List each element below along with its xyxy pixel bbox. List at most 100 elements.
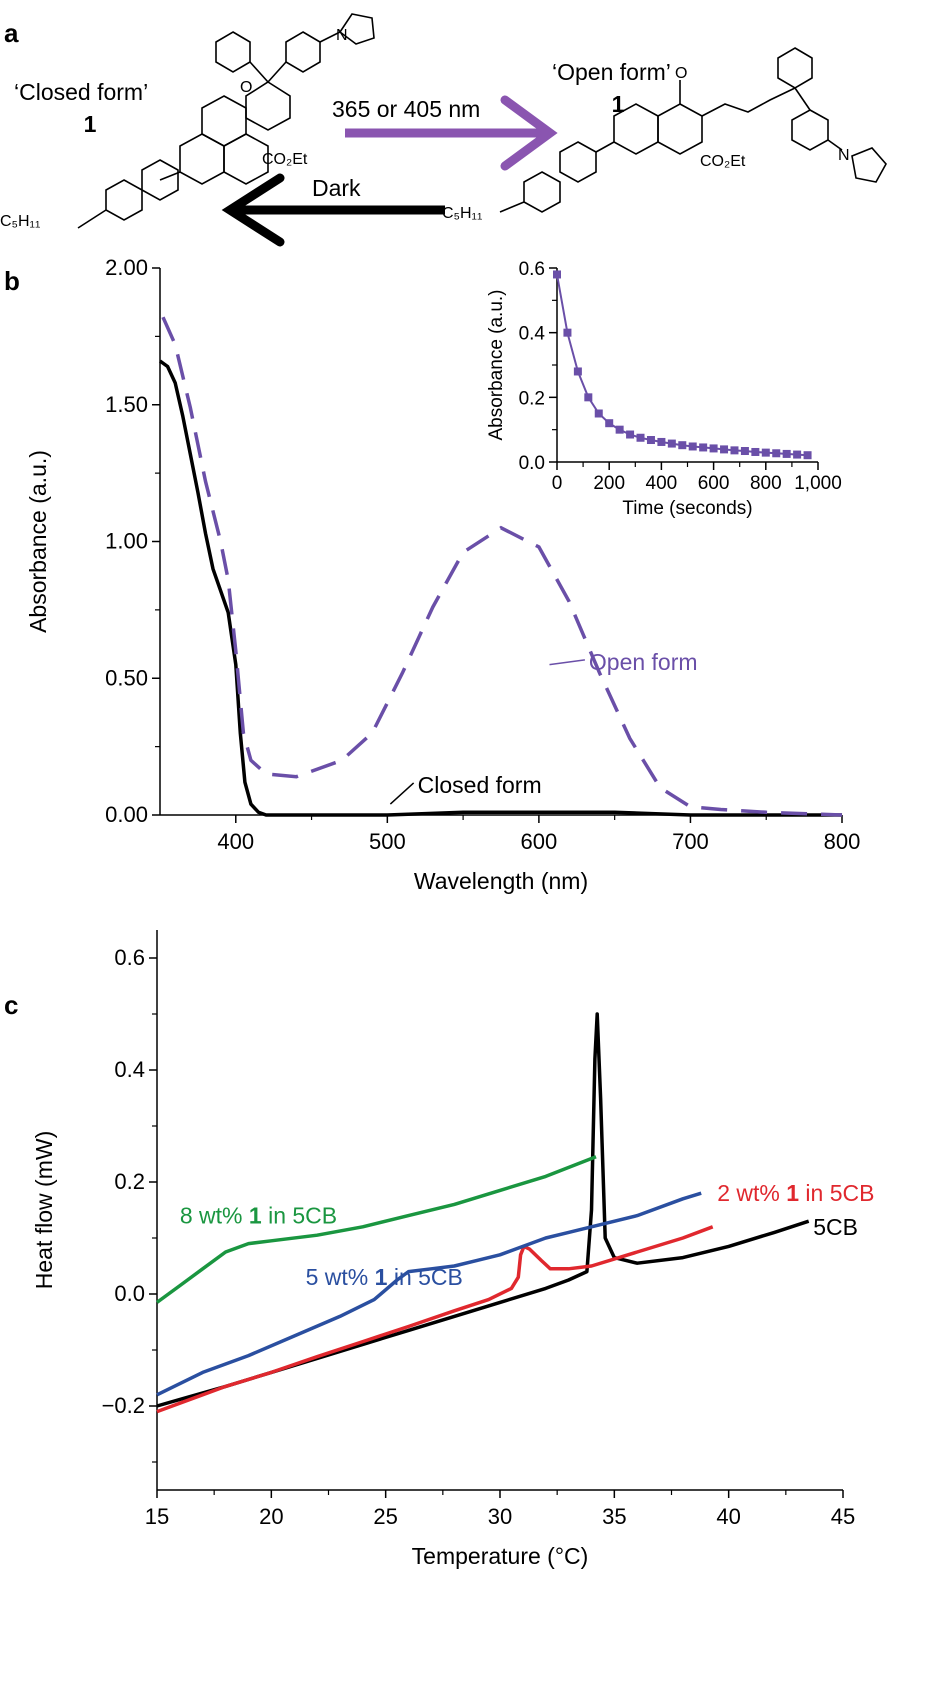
x-tick-label: 0 bbox=[552, 473, 563, 494]
inset-data-point bbox=[720, 445, 729, 454]
inset-data-point bbox=[740, 447, 749, 456]
forward-arrow-label: 365 or 405 nm bbox=[332, 96, 480, 122]
y-tick-label: −0.2 bbox=[102, 1393, 145, 1418]
inset-data-point bbox=[772, 449, 781, 458]
closed-form-structure: N O CO₂Et C₅H₁₁ bbox=[0, 13, 375, 230]
series-label-part: in 5CB bbox=[262, 1203, 337, 1229]
reverse-arrow bbox=[221, 173, 445, 247]
inset-data-point bbox=[605, 419, 614, 428]
series-label: Open form bbox=[589, 649, 698, 675]
series-line-5wt-1-in-5cb bbox=[156, 1191, 702, 1397]
series-line-5cb bbox=[156, 1012, 810, 1408]
annotation-leader bbox=[549, 659, 586, 666]
series-line-2wt-1-in-5cb bbox=[156, 1225, 714, 1414]
y-tick-label: 0.6 bbox=[519, 259, 545, 280]
inset-data-point bbox=[688, 442, 697, 451]
forward-arrow bbox=[345, 95, 558, 171]
inset-data-point bbox=[594, 409, 603, 418]
x-tick-label: 45 bbox=[831, 1504, 855, 1529]
series-label-part: in 5CB bbox=[799, 1180, 874, 1206]
panel-letter-b: b bbox=[4, 266, 20, 296]
inset-data-point bbox=[573, 367, 582, 376]
series-label-part: 5CB bbox=[813, 1214, 858, 1240]
inset-data-point bbox=[699, 443, 708, 452]
series-line-closed-form bbox=[158, 359, 842, 817]
open-form-number: 1 bbox=[612, 91, 625, 117]
inset-data-point bbox=[657, 437, 666, 446]
x-tick-label: 500 bbox=[369, 829, 406, 854]
closed-form-alkyl: C₅H₁₁ bbox=[0, 213, 40, 230]
x-tick-label: 700 bbox=[672, 829, 709, 854]
chart-decay-inset: 0.0 0.2 0.4 0.6 0 200 400 600 800 1,000 Time (seco… bbox=[486, 259, 842, 519]
open-form-structure: O CO₂Et N C₅H₁₁ bbox=[442, 47, 887, 222]
open-form-o: O bbox=[675, 65, 687, 82]
series-label-bold: 1 bbox=[786, 1180, 799, 1206]
open-form-n: N bbox=[838, 147, 850, 164]
y-tick-label: 0.00 bbox=[105, 802, 148, 827]
series-label: 5 wt% 1 in 5CB bbox=[306, 1264, 463, 1290]
x-tick-label: 25 bbox=[373, 1504, 397, 1529]
x-tick-label: 800 bbox=[750, 473, 782, 494]
inset-data-point bbox=[678, 441, 687, 450]
panel-c: c −0.2 0.0 0.2 0.4 0.6 15 20 25 30 35 40 45 Temperat… bbox=[4, 930, 874, 1569]
open-form-alkyl: C₅H₁₁ bbox=[442, 205, 482, 222]
closed-form-number: 1 bbox=[84, 111, 97, 137]
closed-form-o: O bbox=[240, 79, 252, 96]
series-label-part: 8 wt% bbox=[180, 1203, 249, 1229]
series-label-part: 5 wt% bbox=[306, 1264, 375, 1290]
series-label-bold: 1 bbox=[375, 1264, 388, 1290]
annotation-leader bbox=[389, 782, 415, 805]
y-tick-label: 0.4 bbox=[519, 324, 546, 345]
x-tick-label: 800 bbox=[824, 829, 861, 854]
inset-data-point bbox=[584, 393, 593, 402]
x-tick-label: 400 bbox=[646, 473, 678, 494]
inset-data-point bbox=[636, 433, 645, 442]
series-label-part: in 5CB bbox=[387, 1264, 462, 1290]
inset-data-point bbox=[803, 451, 812, 460]
y-tick-label: 1.50 bbox=[105, 392, 148, 417]
y-axis-label: Absorbance (a.u.) bbox=[25, 450, 51, 633]
closed-form-label: ‘Closed form’ bbox=[14, 79, 148, 105]
series-label: 5CB bbox=[813, 1214, 858, 1240]
x-tick-label: 1,000 bbox=[794, 473, 842, 494]
series-line-8wt-1-in-5cb bbox=[155, 1155, 597, 1304]
inset-data-point bbox=[793, 450, 802, 459]
inset-data-point bbox=[709, 444, 718, 453]
x-tick-label: 40 bbox=[716, 1504, 740, 1529]
inset-data-point bbox=[761, 448, 770, 457]
y-tick-label: 0.0 bbox=[519, 453, 545, 474]
open-form-label: ‘Open form’ bbox=[552, 59, 671, 85]
inset-data-point bbox=[667, 439, 676, 448]
series-line-open-form bbox=[161, 316, 843, 817]
inset-data-point bbox=[751, 447, 760, 456]
x-tick-label: 400 bbox=[217, 829, 254, 854]
series-label: 8 wt% 1 in 5CB bbox=[180, 1203, 337, 1229]
inset-data-point bbox=[782, 449, 791, 458]
closed-form-ester: CO₂Et bbox=[262, 151, 308, 168]
x-tick-label: 35 bbox=[602, 1504, 626, 1529]
series-label-bold: 1 bbox=[249, 1203, 262, 1229]
panel-letter-c: c bbox=[4, 990, 18, 1020]
inset-data-point bbox=[730, 446, 739, 455]
x-tick-label: 600 bbox=[521, 829, 558, 854]
inset-data-point bbox=[626, 430, 635, 439]
x-axis-label: Time (seconds) bbox=[622, 498, 752, 519]
chart-heat-flow: −0.2 0.0 0.2 0.4 0.6 15 20 25 30 35 40 45 Temperatur… bbox=[31, 930, 874, 1569]
x-axis-label: Temperature (°C) bbox=[412, 1543, 589, 1569]
y-axis-label: Absorbance (a.u.) bbox=[486, 289, 507, 440]
x-tick-label: 600 bbox=[698, 473, 730, 494]
inset-data-point bbox=[646, 436, 655, 445]
inset-data-point bbox=[553, 270, 561, 279]
open-form-ester: CO₂Et bbox=[700, 153, 746, 170]
y-tick-label: 0.2 bbox=[114, 1169, 145, 1194]
y-tick-label: 0.4 bbox=[114, 1057, 145, 1082]
closed-form-n: N bbox=[336, 27, 348, 44]
inset-data-point bbox=[615, 425, 624, 434]
x-axis-label: Wavelength (nm) bbox=[414, 868, 588, 894]
series-label-part: 2 wt% bbox=[717, 1180, 786, 1206]
inset-data-point bbox=[563, 328, 572, 337]
y-tick-label: 1.00 bbox=[105, 529, 148, 554]
